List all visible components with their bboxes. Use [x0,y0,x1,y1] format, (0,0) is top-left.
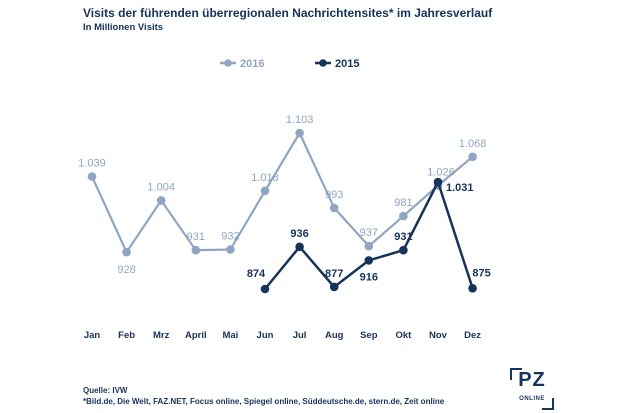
data-label-2016-Mrz: 1.004 [147,181,175,193]
x-tick-label-Nov: Nov [429,330,448,341]
line-chart: 2016 2015 1.039 928 1.004 931 932 1.018 1.103 993… [78,58,491,341]
chart-title: Visits der führenden überregionalen Nach… [83,6,493,20]
data-label-2015-Dez: 875 [472,267,490,279]
data-point-2015-Jul [295,242,304,252]
data-label-2016-Feb: 928 [117,264,135,276]
logo-text: PZ [518,369,546,391]
x-tick-label-Aug: Aug [325,330,344,341]
data-point-2016-Jun [260,186,270,196]
source-note: Quelle: IVW *Bild.de, Die Welt, FAZ.NET,… [83,385,444,407]
data-point-2016-Jan [87,172,97,181]
data-point-2016-Dez [468,152,477,162]
pz-online-logo: PZ ONLINE [510,368,554,410]
x-tick-label-Feb: Feb [118,330,135,341]
data-label-2016-Nov: 1.026 [427,166,455,178]
data-point-2015-Aug [329,282,339,292]
data-point-2016-Sep [364,241,374,251]
x-tick-label-Dez: Dez [464,330,481,341]
x-tick-label-Okt: Okt [395,330,412,341]
x-tick-label-Mai: Mai [222,330,238,341]
x-tick-label-Jan: Jan [84,330,101,341]
data-label-2015-Aug: 877 [325,268,343,280]
chart-subtitle: In Millionen Visits [83,22,164,33]
data-point-2016-Mrz [156,196,166,205]
legend-marker-2016 [224,59,232,67]
data-point-2016-Mai [226,245,235,254]
logo-frame [510,368,554,410]
data-label-2016-Jun: 1.018 [251,172,279,184]
logo-subtext: ONLINE [519,396,545,402]
x-tick-label-Jun: Jun [257,330,274,341]
x-tick-label-Sep: Sep [360,330,378,341]
data-point-2016-Okt [399,211,408,221]
x-tick-label-Mrz: Mrz [153,330,170,341]
data-label-2016-Dez: 1.068 [459,138,487,150]
data-point-2015-Jun [260,284,270,294]
data-label-2015-Jul: 936 [290,228,308,240]
data-point-2015-Okt [399,245,408,255]
data-label-2016-Sep: 937 [360,227,378,239]
data-label-2015-Nov: 1.031 [446,182,474,194]
footnote: *Bild.de, Die Welt, FAZ.NET, Focus onlin… [83,397,445,406]
legend-label-2016: 2016 [240,58,264,70]
data-label-2016-Jul: 1.103 [286,114,314,126]
data-label-2016-Aug: 993 [325,189,343,201]
series-line-2016 [90,131,474,254]
data-point-2016-April [191,245,201,255]
data-label-2015-Sep: 916 [360,271,378,283]
legend-marker-2015 [319,59,327,67]
data-point-2015-Nov [433,177,443,187]
data-point-2016-Feb [122,247,131,257]
source-label: Quelle: IVW [83,386,128,395]
data-label-2016-Mai: 932 [221,230,239,242]
data-point-2016-Jul [295,128,304,138]
data-label-2016-April: 931 [187,231,205,243]
data-point-2016-Aug [329,203,339,213]
data-label-2016-Jan: 1.039 [78,158,106,170]
data-point-2015-Sep [364,256,374,265]
x-tick-label-Jul: Jul [293,330,307,341]
legend-label-2015: 2015 [335,58,359,70]
x-tick-label-April: April [185,330,207,341]
data-label-2015-Okt: 931 [394,231,412,243]
data-label-2016-Okt: 981 [394,197,412,209]
data-label-2015-Jun: 874 [247,268,266,280]
data-point-2015-Dez [468,284,477,293]
